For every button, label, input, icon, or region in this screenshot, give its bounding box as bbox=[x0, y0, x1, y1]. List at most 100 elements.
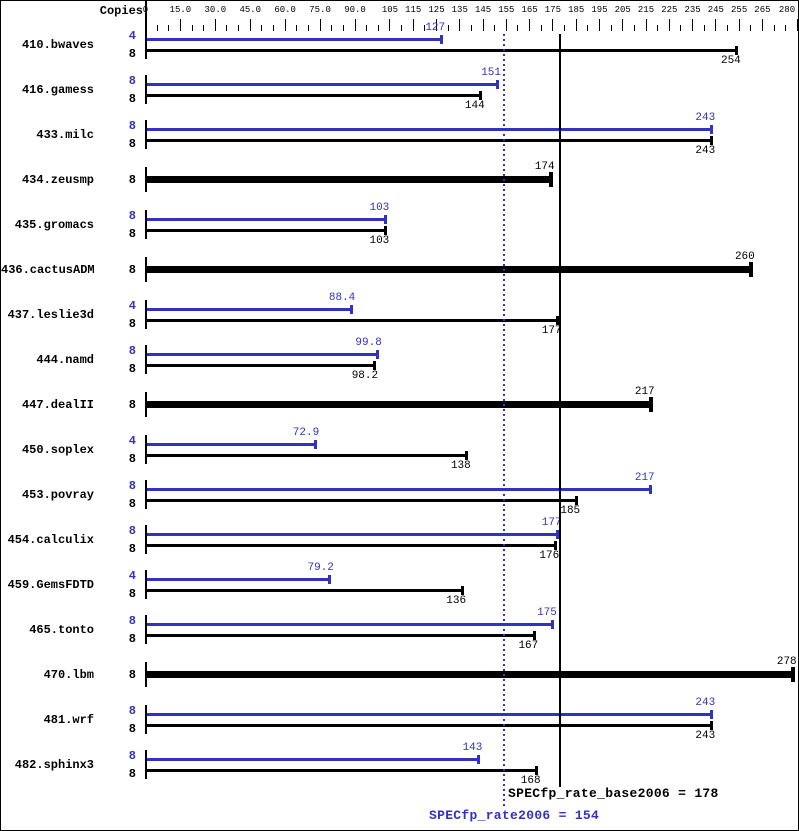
plot-left-border bbox=[145, 1, 147, 32]
bar-end-cap bbox=[328, 574, 332, 584]
copies-value: 4 bbox=[128, 299, 136, 313]
axis-major-tick bbox=[319, 19, 321, 31]
group-bracket bbox=[145, 662, 147, 687]
axis-minor-tick bbox=[191, 25, 193, 31]
bar-end-cap bbox=[709, 720, 713, 730]
group-bracket bbox=[145, 525, 147, 554]
axis-minor-tick bbox=[703, 25, 705, 31]
base-bar bbox=[147, 138, 712, 142]
axis-tick-label: 205 bbox=[614, 5, 631, 15]
bar-value-label: 243 bbox=[695, 144, 716, 157]
group-bracket bbox=[145, 435, 147, 464]
bar-end-cap bbox=[495, 79, 499, 89]
axis-tick-label: 185 bbox=[568, 5, 585, 15]
copies-value: 8 bbox=[128, 262, 136, 277]
bar-value-label: 144 bbox=[464, 99, 485, 112]
copies-value: 8 bbox=[128, 74, 136, 88]
peak-bar bbox=[147, 712, 712, 716]
copies-value: 8 bbox=[128, 704, 136, 718]
base-peak-bar bbox=[147, 401, 651, 408]
reference-label-base: SPECfp_rate_base2006 = 178 bbox=[508, 786, 719, 801]
bar-end-cap bbox=[574, 495, 578, 505]
group-bracket bbox=[145, 392, 147, 417]
group-bracket bbox=[145, 570, 147, 599]
bar-end-cap bbox=[649, 484, 653, 494]
peak-bar bbox=[147, 577, 330, 581]
benchmark-label: 444.namd bbox=[36, 352, 94, 367]
bar-end-cap bbox=[383, 225, 387, 235]
bar-end-cap bbox=[372, 360, 376, 370]
bar-end-cap bbox=[556, 315, 560, 325]
peak-bar bbox=[147, 307, 352, 311]
axis-major-tick bbox=[575, 19, 577, 31]
axis-minor-tick bbox=[296, 25, 298, 31]
group-bracket bbox=[145, 750, 147, 779]
axis-major-tick bbox=[249, 19, 251, 31]
benchmark-label: 465.tonto bbox=[29, 622, 94, 637]
benchmark-label: 447.dealII bbox=[21, 397, 94, 412]
group-bracket bbox=[145, 480, 147, 509]
axis-minor-tick bbox=[680, 25, 682, 31]
benchmark-label: 416.gamess bbox=[21, 82, 94, 97]
axis-major-tick bbox=[214, 19, 216, 31]
copies-value: 8 bbox=[128, 614, 136, 628]
axis-minor-tick bbox=[785, 25, 787, 31]
axis-major-tick bbox=[529, 19, 531, 31]
axis-minor-tick bbox=[331, 25, 333, 31]
bar-value-label: 217 bbox=[634, 471, 655, 484]
axis-tick-label: 45.0 bbox=[239, 5, 262, 15]
copies-value: 4 bbox=[128, 434, 136, 448]
copies-value: 8 bbox=[128, 721, 136, 736]
peak-bar bbox=[147, 37, 442, 41]
axis-minor-tick bbox=[342, 25, 344, 31]
bar-end-cap bbox=[648, 397, 653, 412]
benchmark-label: 450.soplex bbox=[21, 442, 94, 457]
bar-end-cap bbox=[709, 124, 713, 134]
bar-value-label: 103 bbox=[369, 234, 390, 247]
axis-tick-label: 115 bbox=[405, 5, 422, 15]
bar-end-cap bbox=[313, 439, 317, 449]
peak-bar bbox=[147, 127, 712, 131]
axis-major-tick bbox=[505, 19, 507, 31]
benchmark-label: 433.milc bbox=[36, 127, 94, 142]
base-bar bbox=[147, 723, 712, 727]
axis-major-tick bbox=[436, 19, 437, 31]
benchmark-label: 482.sphinx3 bbox=[14, 757, 94, 772]
bar-value-label: 185 bbox=[560, 504, 581, 517]
base-bar bbox=[147, 48, 737, 52]
bar-end-cap bbox=[556, 529, 560, 539]
bar-value-label: 138 bbox=[450, 459, 471, 472]
copies-value: 8 bbox=[128, 586, 136, 601]
group-bracket bbox=[145, 300, 147, 329]
bar-value-label: 174 bbox=[534, 160, 555, 173]
bar-value-label: 177 bbox=[541, 516, 562, 529]
bar-end-cap bbox=[349, 304, 353, 314]
copies-value: 8 bbox=[128, 172, 136, 187]
base-bar bbox=[147, 228, 386, 232]
bar-end-cap bbox=[709, 709, 713, 719]
group-bracket bbox=[145, 75, 147, 104]
base-bar bbox=[147, 363, 375, 367]
bar-value-label: 143 bbox=[462, 741, 483, 754]
group-bracket bbox=[145, 210, 147, 239]
base-bar bbox=[147, 543, 556, 547]
base-bar bbox=[147, 588, 463, 592]
axis-tick-label: 105 bbox=[381, 5, 399, 15]
bar-end-cap bbox=[551, 619, 555, 629]
base-peak-bar bbox=[147, 176, 551, 183]
bar-end-cap bbox=[376, 349, 380, 359]
benchmark-label: 410.bwaves bbox=[21, 37, 94, 52]
benchmark-label: 470.lbm bbox=[43, 667, 94, 682]
axis-major-tick bbox=[354, 19, 356, 31]
axis-tick-label: 195 bbox=[591, 5, 608, 15]
bar-end-cap bbox=[709, 135, 713, 145]
group-bracket bbox=[145, 167, 147, 192]
axis-tick-label: 0 bbox=[142, 5, 149, 15]
bar-value-label: 151 bbox=[481, 66, 502, 79]
axis-tick-label: 155 bbox=[498, 5, 515, 15]
axis-minor-tick bbox=[226, 25, 228, 31]
axis-minor-tick bbox=[401, 25, 403, 31]
copies-value: 8 bbox=[128, 119, 136, 133]
copies-value: 8 bbox=[128, 136, 136, 151]
